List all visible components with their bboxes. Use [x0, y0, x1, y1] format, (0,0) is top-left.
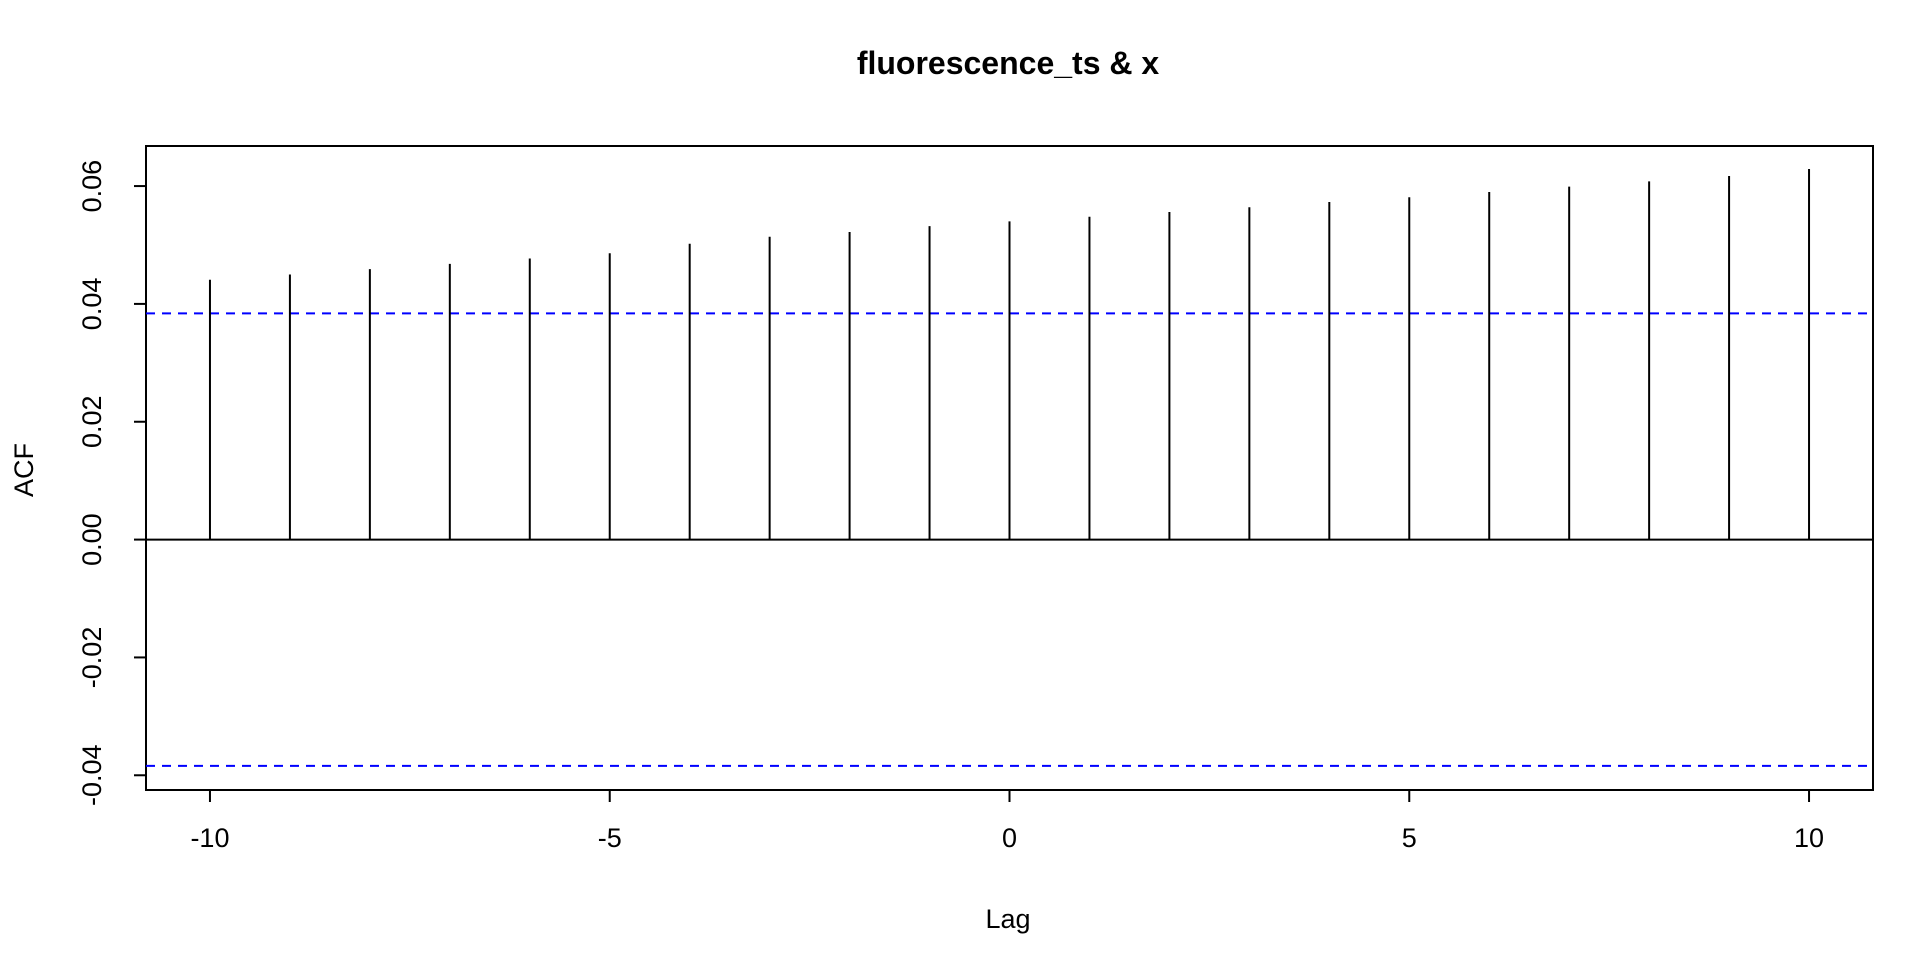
x-tick-label: -10: [190, 823, 229, 853]
x-tick-label: 10: [1794, 823, 1824, 853]
chart-title: fluorescence_ts & x: [857, 45, 1160, 81]
y-tick-label: 0.02: [77, 395, 107, 448]
y-tick-label: -0.02: [77, 627, 107, 689]
y-tick-label: 0.04: [77, 278, 107, 331]
acf-bars: [208, 168, 1811, 540]
x-tick-label: 0: [1002, 823, 1017, 853]
y-axis: -0.04 -0.02 0.00 0.02 0.04 0.06: [77, 160, 146, 806]
x-axis-label: Lag: [985, 904, 1030, 934]
y-axis-label: ACF: [9, 443, 39, 497]
y-tick-label: 0.06: [77, 160, 107, 213]
x-tick-label: 5: [1402, 823, 1417, 853]
y-tick-label: -0.04: [77, 744, 107, 806]
y-tick-label: 0.00: [77, 513, 107, 566]
x-axis: -10 -5 0 5 10: [190, 790, 1824, 853]
x-tick-label: -5: [598, 823, 622, 853]
